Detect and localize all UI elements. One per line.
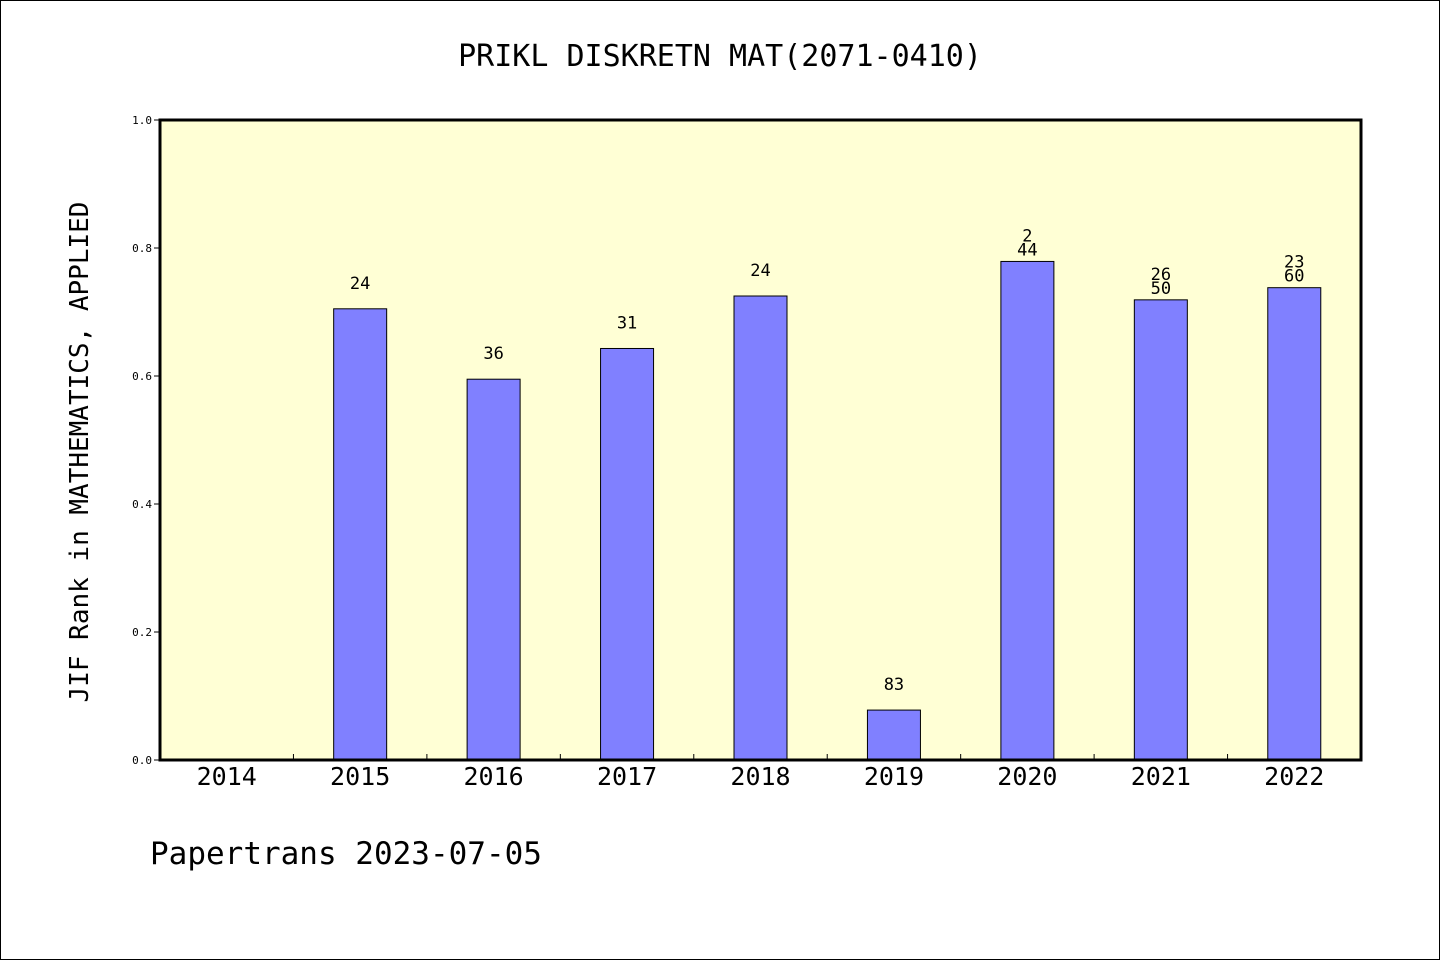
bar-label-top-2020: 2 xyxy=(1022,226,1032,246)
y-tick-label: 0.4 xyxy=(132,498,152,511)
plot-border xyxy=(158,118,1363,762)
bar-2022 xyxy=(1267,287,1322,761)
y-tick-label: 1.0 xyxy=(132,114,152,127)
y-tick-label: 0.2 xyxy=(132,626,152,639)
y-axis-label: JIF Rank in MATHEMATICS, APPLIED xyxy=(65,202,95,703)
bar-2016 xyxy=(466,378,521,761)
x-tick-label-2016: 2016 xyxy=(464,762,524,791)
bar-2018 xyxy=(733,295,788,761)
x-tick-label-2021: 2021 xyxy=(1131,762,1191,791)
y-tick-label: 0.0 xyxy=(132,754,152,767)
bar-label-2018: 24 xyxy=(750,261,770,281)
bar-label-top-2022: 23 xyxy=(1284,253,1304,273)
source-footer: Papertrans 2023-07-05 xyxy=(150,836,542,872)
x-tick-label-2018: 2018 xyxy=(730,762,790,791)
x-tick-label-2019: 2019 xyxy=(864,762,924,791)
y-tick-label: 0.6 xyxy=(132,370,152,383)
chart-title: PRIKL DISKRETN MAT(2071-0410) xyxy=(458,39,982,74)
x-tick-label-2022: 2022 xyxy=(1264,762,1324,791)
bar-2015 xyxy=(333,308,388,761)
bar-label-2016: 36 xyxy=(483,344,503,364)
y-axis-ticks: 0.0 0.2 0.4 0.6 0.8 1.0 xyxy=(132,114,160,767)
bars-group xyxy=(333,260,1322,761)
bar-2021 xyxy=(1133,299,1188,761)
bar-2019 xyxy=(866,709,921,761)
bar-label-bottom-2022: 60 xyxy=(1284,267,1304,287)
bar-2017 xyxy=(600,347,655,761)
x-tick-label-2015: 2015 xyxy=(330,762,390,791)
bar-label-2019: 83 xyxy=(884,675,904,695)
bar-label-bottom-2021: 50 xyxy=(1151,279,1171,299)
x-axis-labels: 2014 2015 2016 2017 2018 2019 2020 2021 2022 xyxy=(197,762,1325,791)
bar-2020 xyxy=(1000,260,1055,761)
x-tick-label-2020: 2020 xyxy=(997,762,1057,791)
bar-label-2017: 31 xyxy=(617,313,637,333)
x-tick-label-2017: 2017 xyxy=(597,762,657,791)
bar-label-2015: 24 xyxy=(350,274,370,294)
x-tick-label-2014: 2014 xyxy=(197,762,257,791)
y-tick-label: 0.8 xyxy=(132,242,152,255)
bar-label-bottom-2020: 44 xyxy=(1017,240,1037,260)
bar-label-top-2021: 26 xyxy=(1151,265,1171,285)
